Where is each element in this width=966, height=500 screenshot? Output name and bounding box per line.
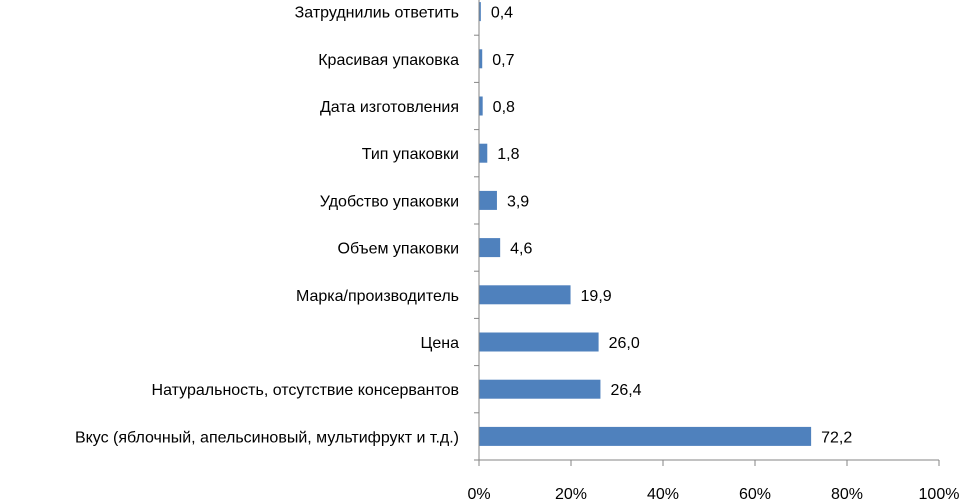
category-label: Удобство упаковки <box>320 193 459 210</box>
data-label: 1,8 <box>497 146 519 163</box>
data-label: 26,0 <box>609 335 640 352</box>
data-label: 0,4 <box>491 5 513 22</box>
bar <box>479 332 599 352</box>
data-labels: 72,2 26,4 26,0 19,9 4,6 3,9 1,8 0,8 0,7 0,4 <box>491 5 853 447</box>
bar <box>479 2 481 22</box>
bar <box>479 285 571 305</box>
data-label: 19,9 <box>581 288 612 305</box>
category-label: Цена <box>421 335 460 352</box>
category-label: Объем упаковки <box>338 241 460 258</box>
data-label: 0,7 <box>492 52 514 69</box>
category-label: Красивая упаковка <box>318 52 459 69</box>
data-label: 26,4 <box>610 382 641 399</box>
category-labels: Вкус (яблочный, апельсиновый, мультифрук… <box>75 5 459 447</box>
category-label: Марка/производитель <box>296 288 459 305</box>
category-label: Вкус (яблочный, апельсиновый, мультифрук… <box>75 429 459 446</box>
data-label: 3,9 <box>507 193 529 210</box>
x-tick-label: 40% <box>647 486 679 500</box>
category-label: Натуральность, отсутствие консервантов <box>152 382 459 399</box>
data-label: 4,6 <box>510 241 532 258</box>
bar <box>479 49 483 69</box>
bar <box>479 238 501 258</box>
bar <box>479 426 812 446</box>
x-tick-label: 20% <box>555 486 587 500</box>
category-label: Тип упаковки <box>362 146 459 163</box>
x-axis: 0% 20% 40% 60% 80% 100% <box>467 0 959 500</box>
x-tick-label: 60% <box>739 486 771 500</box>
x-tick-label: 80% <box>831 486 863 500</box>
category-label: Дата изготовления <box>320 99 459 116</box>
data-label: 72,2 <box>821 429 852 446</box>
bar <box>479 190 497 210</box>
bar <box>479 96 483 116</box>
bar <box>479 143 488 163</box>
data-label: 0,8 <box>493 99 515 116</box>
x-tick-label: 0% <box>467 486 490 500</box>
x-tick-label: 100% <box>919 486 960 500</box>
bar <box>479 379 601 399</box>
category-label: Затруднилиь ответить <box>295 5 459 22</box>
bars-layer <box>479 2 812 446</box>
